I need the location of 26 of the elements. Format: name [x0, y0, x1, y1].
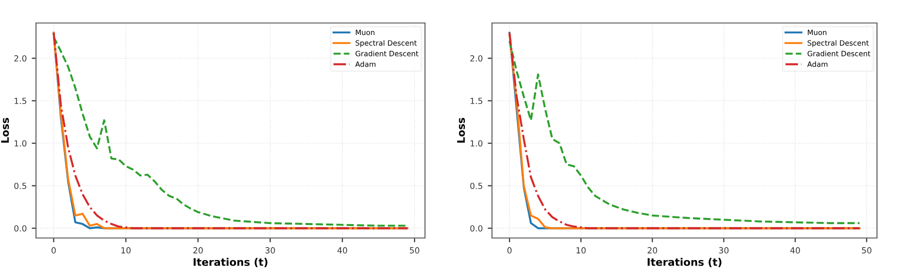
x-tick-label: 40	[790, 247, 800, 254]
x-axis-title: Iterations (t)	[194, 258, 268, 268]
y-tick-label: 0.5	[14, 182, 26, 190]
x-tick-label: 0	[507, 247, 512, 254]
x-tick-label: 40	[337, 247, 348, 254]
y-tick-label: 1.5	[14, 98, 26, 104]
y-tick-label: 1.5	[470, 98, 482, 104]
y-tick-label: 2.0	[470, 55, 482, 62]
y-axis-title: Loss	[1, 118, 9, 143]
y-tick-label: 1.0	[14, 140, 26, 147]
x-tick-label: 30	[266, 247, 275, 254]
x-tick-label: 30	[719, 247, 729, 254]
y-tick-label: 2.0	[14, 55, 26, 62]
y-tick-label: 1.0	[470, 140, 482, 147]
x-tick-label: 20	[648, 247, 658, 254]
x-tick-label: 50	[410, 247, 420, 254]
x-axis-title: Iterations (t)	[648, 258, 722, 268]
y-axis-title: Loss	[457, 118, 465, 143]
y-tick-label: 0.5	[470, 182, 482, 190]
y-tick-label: 0.0	[14, 225, 26, 232]
x-tick-label: 0	[52, 247, 56, 254]
x-tick-label: 20	[193, 247, 203, 254]
y-tick-label: 0.0	[470, 225, 482, 232]
x-tick-label: 50	[862, 247, 872, 254]
x-tick-label: 10	[576, 247, 586, 254]
x-tick-label: 10	[121, 247, 131, 254]
